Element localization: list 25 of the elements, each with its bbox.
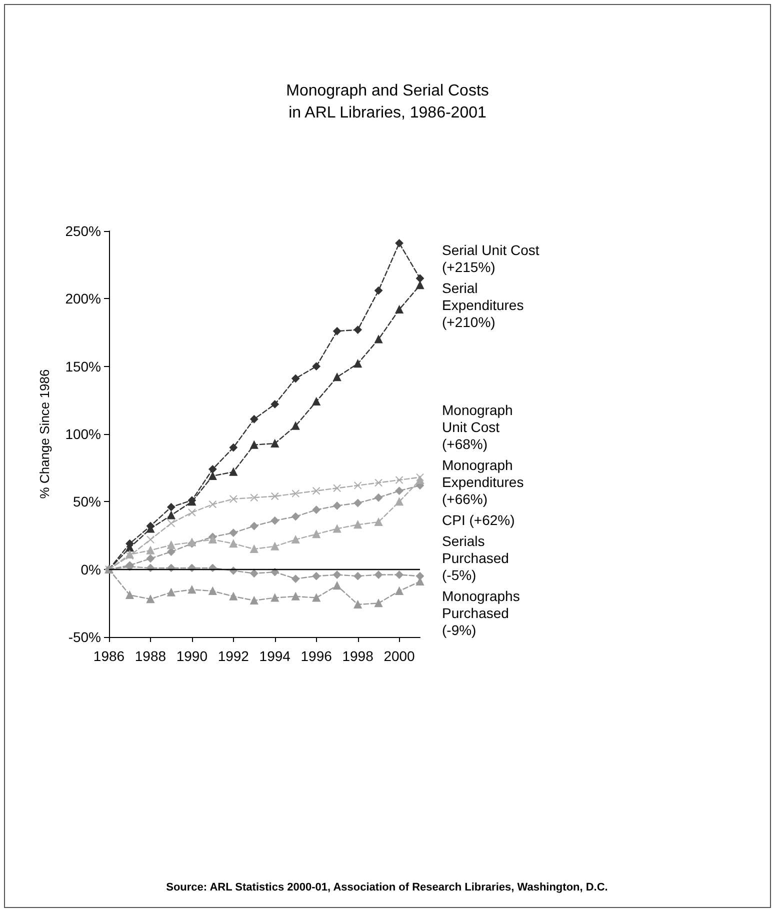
text: Monograph Unit Cost (+68%) bbox=[442, 402, 513, 452]
x-tick-label: 1988 bbox=[134, 648, 166, 664]
y-tick-label: 0% bbox=[80, 561, 101, 578]
series-label: Serial Expenditures (+210%) bbox=[442, 280, 524, 330]
y-tick-label: -50% bbox=[68, 629, 101, 645]
series-label: Monographs Purchased (-9%) bbox=[442, 588, 520, 638]
x-tick-label: 1994 bbox=[259, 648, 291, 664]
x-tick-label: 1990 bbox=[176, 648, 208, 664]
x-tick-label: 2000 bbox=[384, 648, 416, 664]
series-label: Serials Purchased (-5%) bbox=[442, 533, 509, 584]
y-tick-label: 200% bbox=[65, 290, 101, 307]
source-note: Source: ARL Statistics 2000-01, Association of Research Libraries, Washington, D.C. bbox=[166, 882, 608, 894]
y-axis-title: % Change Since 1986 bbox=[37, 369, 52, 499]
x-tick-label: 1996 bbox=[300, 648, 332, 664]
chart-title: Monograph and Serial Costs in ARL Libraries, 1986-2001 bbox=[286, 82, 489, 122]
series-label: Monograph Expenditures (+66%) bbox=[442, 457, 524, 508]
text: CPI (+62%) bbox=[442, 512, 515, 528]
y-tick-label: 100% bbox=[65, 426, 101, 442]
x-tick-label: 1986 bbox=[93, 648, 125, 664]
series-label: Serial Unit Cost (+215%) bbox=[442, 242, 540, 275]
x-tick-label: 1998 bbox=[342, 648, 374, 664]
y-tick-label: 150% bbox=[65, 358, 101, 374]
x-tick-label: 1992 bbox=[218, 648, 250, 664]
y-tick-label: 50% bbox=[72, 494, 101, 510]
y-tick-label: 250% bbox=[65, 223, 101, 239]
